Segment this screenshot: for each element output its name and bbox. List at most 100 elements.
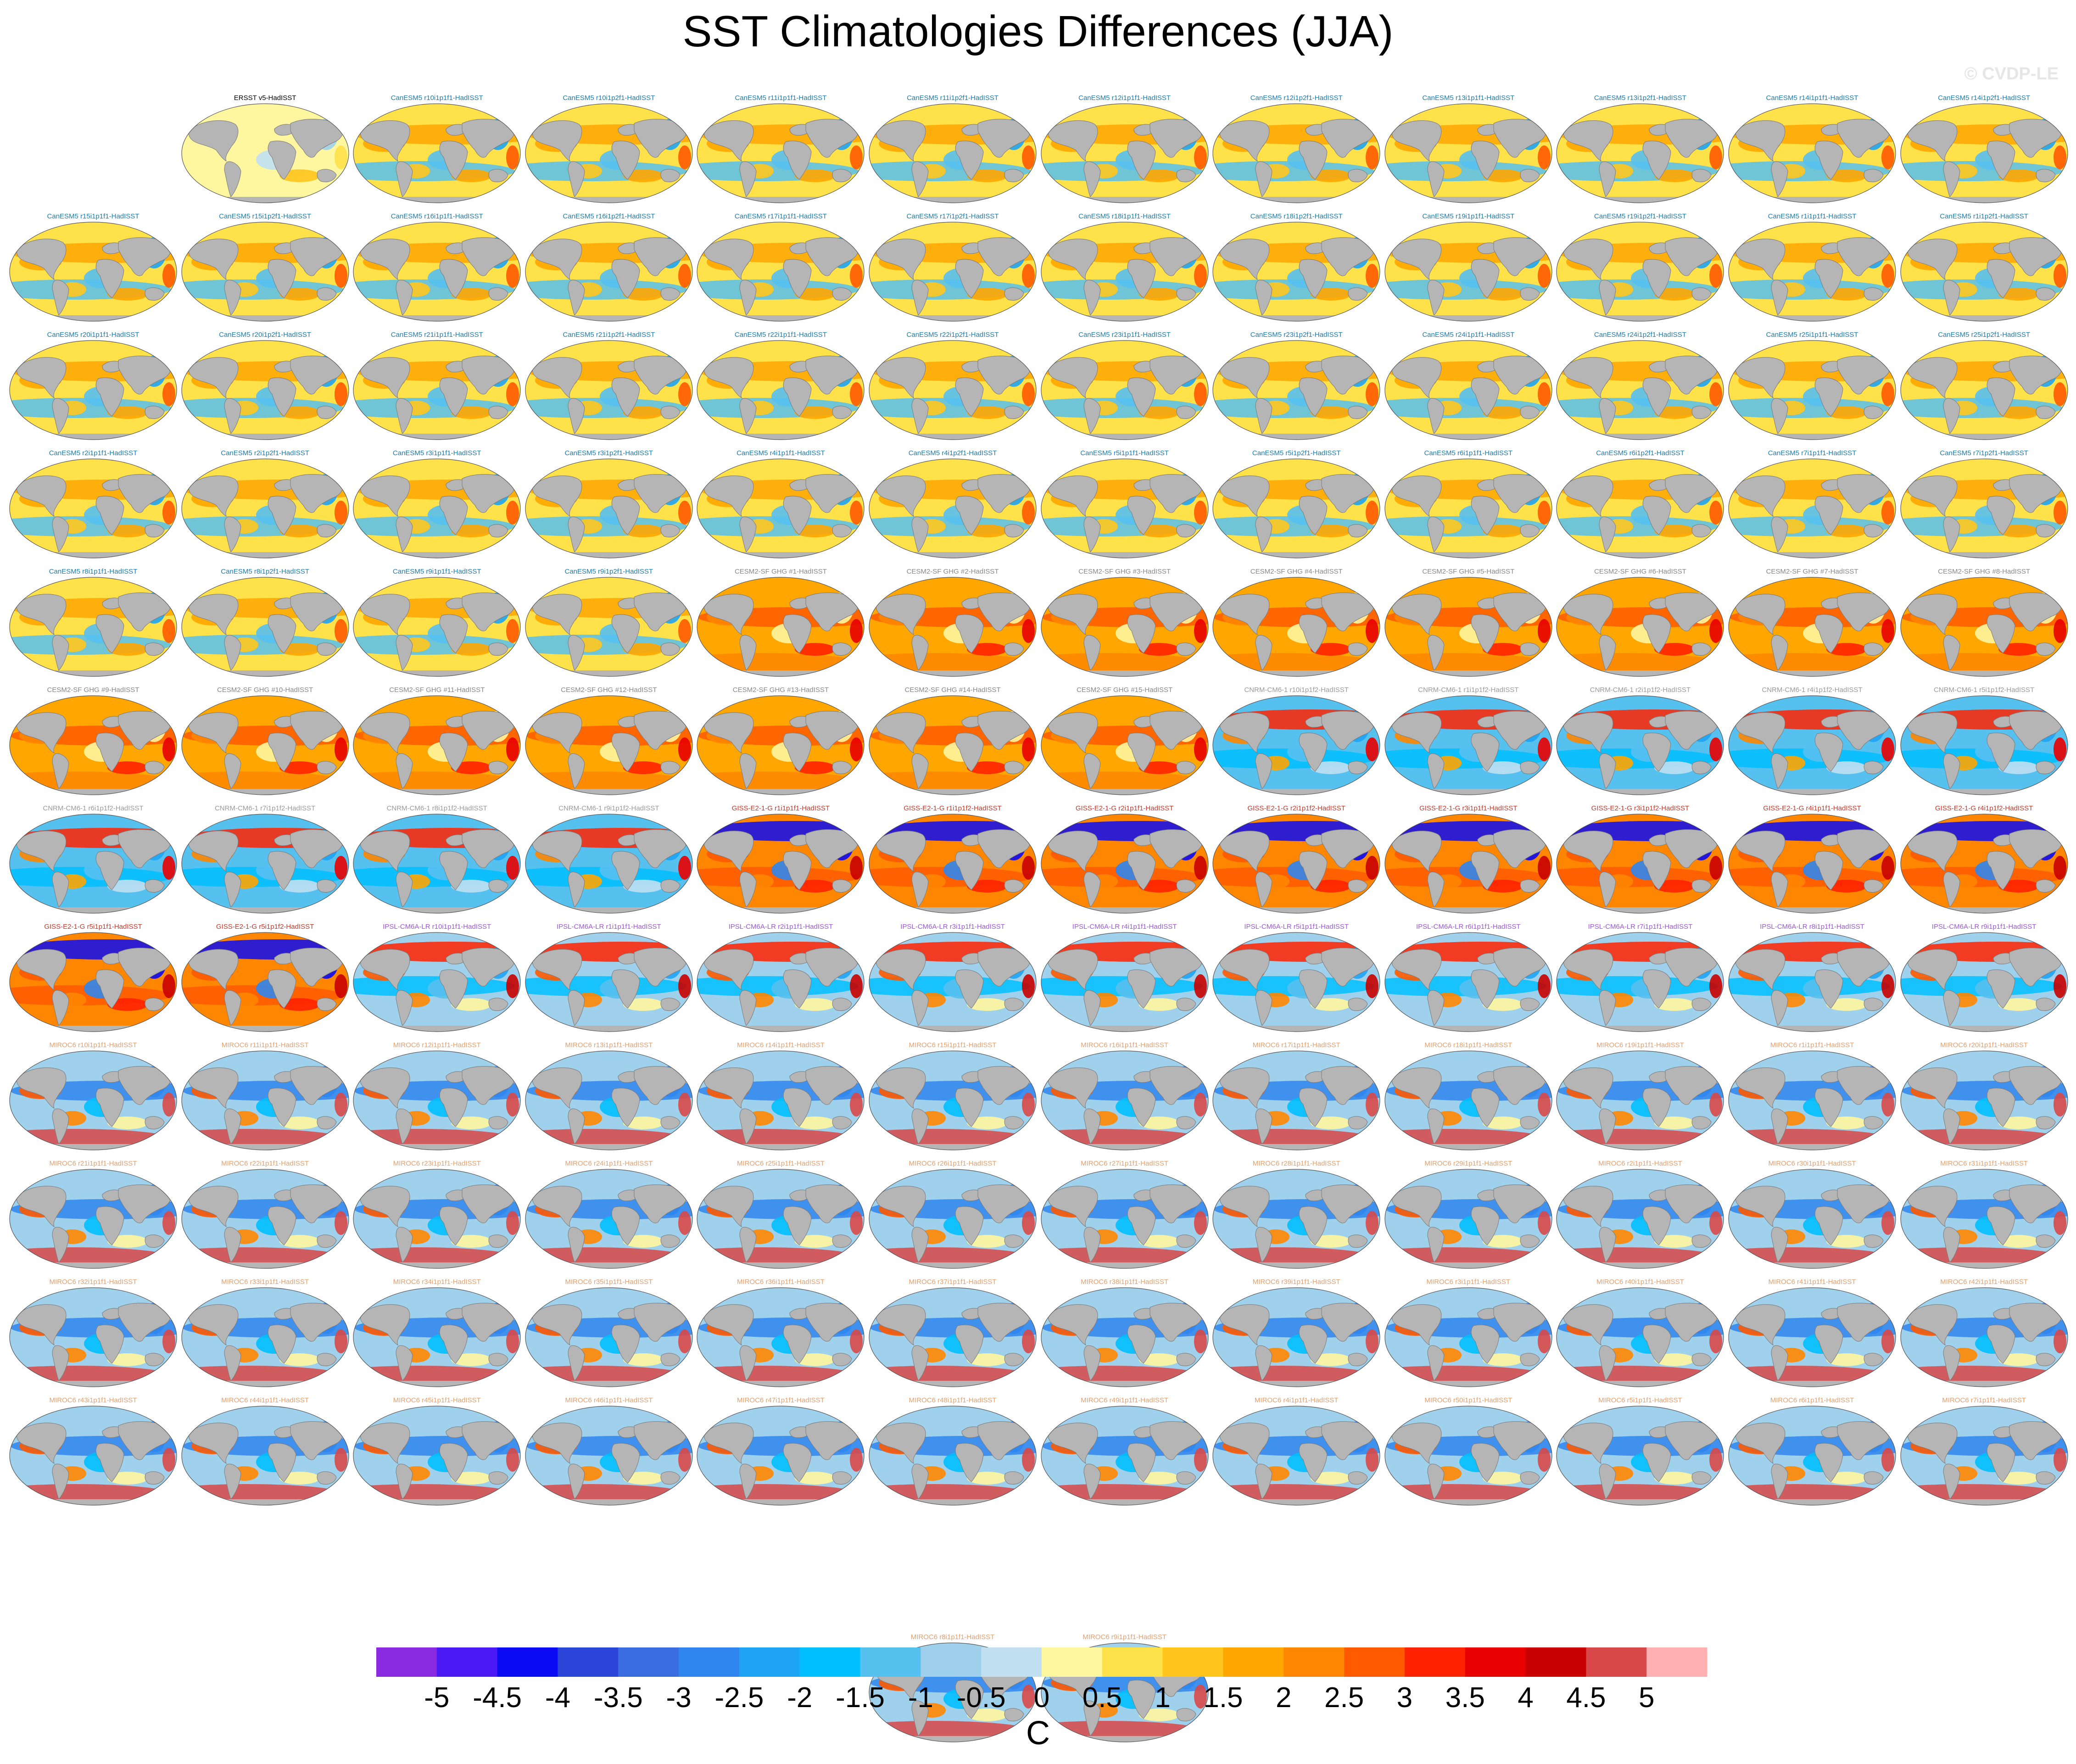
- map-panel-title: CNRM-CM6-1 r5i1p1f2-HadISST: [1933, 686, 2035, 694]
- map-panel: CNRM-CM6-1 r1i1p1f2-HadISST: [1384, 686, 1553, 797]
- map-panel-title: CanESM5 r15i1p2f1-HadISST: [219, 212, 312, 220]
- map-panel-title: MIROC6 r17i1p1f1-HadISST: [1252, 1041, 1340, 1049]
- map-panel-title: MIROC6 r47i1p1f1-HadISST: [737, 1396, 825, 1404]
- map-panel-title: IPSL-CM6A-LR r7i1p1f1-HadISST: [1588, 923, 1693, 931]
- map-panel-title: CESM2-SF GHG #6-HadISST: [1594, 568, 1686, 575]
- map-panel-plot: [1212, 1050, 1380, 1150]
- colorbar-tick-label: -4.5: [473, 1682, 522, 1714]
- map-panel-title: CanESM5 r9i1p1f1-HadISST: [392, 568, 481, 575]
- map-panel-title: MIROC6 r32i1p1f1-HadISST: [49, 1278, 137, 1286]
- colorbar-swatch: [1102, 1647, 1163, 1677]
- map-panel-plot: [1384, 932, 1552, 1032]
- map-panel-plot: [1728, 932, 1896, 1032]
- map-panel-plot: [1728, 222, 1896, 322]
- map-panel-plot: [1728, 1406, 1896, 1506]
- map-panel-title: IPSL-CM6A-LR r2i1p1f1-HadISST: [728, 923, 833, 931]
- map-panel: CanESM5 r17i1p1f1-HadISST: [696, 212, 865, 324]
- map-panel: MIROC6 r44i1p1f1-HadISST: [180, 1396, 350, 1507]
- colorbar-tick-label: -5: [424, 1682, 449, 1714]
- map-panel: CanESM5 r22i1p1f1-HadISST: [696, 331, 865, 442]
- map-panel-plot: [1212, 695, 1380, 795]
- map-panel-title: CanESM5 r18i1p2f1-HadISST: [1250, 212, 1343, 220]
- map-panel-title: GISS-E2-1-G r1i1p1f1-HadISST: [731, 804, 830, 812]
- map-panel: CanESM5 r3i1p1f1-HadISST: [352, 449, 522, 560]
- map-panel: ERSST v5-HadISST: [180, 94, 350, 205]
- map-panel-title: CanESM5 r17i1p1f1-HadISST: [734, 212, 827, 220]
- map-panel: CanESM5 r5i1p2f1-HadISST: [1211, 449, 1381, 560]
- map-panel-title: MIROC6 r30i1p1f1-HadISST: [1768, 1160, 1856, 1167]
- map-panel-plot: [697, 577, 865, 677]
- map-panel-plot: [9, 340, 177, 440]
- panel-grid: ERSST v5-HadISST CanESM5 r10i1p1f1-HadISS…: [8, 94, 2069, 1742]
- map-panel-title: CESM2-SF GHG #10-HadISST: [217, 686, 313, 694]
- map-panel-title: MIROC6 r38i1p1f1-HadISST: [1081, 1278, 1169, 1286]
- map-panel: GISS-E2-1-G r5i1p1f1-HadISST: [8, 923, 178, 1034]
- map-panel-plot: [1384, 1287, 1552, 1387]
- map-panel-title: GISS-E2-1-G r4i1p1f1-HadISST: [1763, 804, 1861, 812]
- map-panel-title: CanESM5 r10i1p1f1-HadISST: [391, 94, 483, 102]
- map-panel-plot: [1556, 1050, 1724, 1150]
- map-panel-title: MIROC6 r15i1p1f1-HadISST: [909, 1041, 997, 1049]
- map-panel: MIROC6 r39i1p1f1-HadISST: [1211, 1278, 1381, 1389]
- map-panel: MIROC6 r42i1p1f1-HadISST: [1899, 1278, 2069, 1389]
- map-panel-title: CanESM5 r23i1p2f1-HadISST: [1250, 331, 1343, 339]
- map-panel-plot: [1728, 577, 1896, 677]
- map-panel: MIROC6 r2i1p1f1-HadISST: [1555, 1160, 1725, 1271]
- map-panel: MIROC6 r45i1p1f1-HadISST: [352, 1396, 522, 1507]
- map-panel-plot: [1556, 577, 1724, 677]
- colorbar-tick-label: -4: [545, 1682, 570, 1714]
- map-panel-plot: [1040, 222, 1209, 322]
- map-panel-title: CanESM5 r14i1p2f1-HadISST: [1938, 94, 2031, 102]
- colorbar-tick-label: 1.5: [1203, 1682, 1243, 1714]
- map-panel-title: MIROC6 r24i1p1f1-HadISST: [565, 1160, 653, 1167]
- map-panel-title: MIROC6 r2i1p1f1-HadISST: [1598, 1160, 1682, 1167]
- map-panel-title: ERSST v5-HadISST: [234, 94, 296, 102]
- colorbar-tick-label: -2: [787, 1682, 812, 1714]
- map-panel-plot: [9, 1050, 177, 1150]
- colorbar-swatch: [1162, 1647, 1223, 1677]
- map-panel-title: CanESM5 r4i1p2f1-HadISST: [908, 449, 997, 457]
- map-panel-plot: [1040, 103, 1209, 203]
- map-panel: CESM2-SF GHG #1-HadISST: [696, 568, 865, 679]
- map-panel: CanESM5 r15i1p2f1-HadISST: [180, 212, 350, 324]
- map-panel-plot: [1728, 103, 1896, 203]
- map-panel: CanESM5 r1i1p1f1-HadISST: [1727, 212, 1897, 324]
- map-panel: MIROC6 r28i1p1f1-HadISST: [1211, 1160, 1381, 1271]
- map-panel: GISS-E2-1-G r4i1p1f2-HadISST: [1899, 804, 2069, 915]
- map-panel-title: CanESM5 r24i1p2f1-HadISST: [1594, 331, 1686, 339]
- map-panel: MIROC6 r30i1p1f1-HadISST: [1727, 1160, 1897, 1271]
- map-panel-title: MIROC6 r45i1p1f1-HadISST: [393, 1396, 481, 1404]
- map-panel-title: CanESM5 r3i1p1f1-HadISST: [392, 449, 481, 457]
- colorbar-swatch: [1525, 1647, 1586, 1677]
- map-panel: CNRM-CM6-1 r5i1p1f2-HadISST: [1899, 686, 2069, 797]
- colorbar-swatch: [1465, 1647, 1526, 1677]
- map-panel-plot: [697, 695, 865, 795]
- map-panel-title: CanESM5 r4i1p1f1-HadISST: [737, 449, 825, 457]
- map-panel: MIROC6 r36i1p1f1-HadISST: [696, 1278, 865, 1389]
- map-panel: CESM2-SF GHG #4-HadISST: [1211, 568, 1381, 679]
- map-panel-plot: [1900, 222, 2068, 322]
- map-panel-title: CESM2-SF GHG #14-HadISST: [904, 686, 1001, 694]
- colorbar-tick-label: -3.5: [594, 1682, 643, 1714]
- map-panel-title: CESM2-SF GHG #12-HadISST: [561, 686, 657, 694]
- colorbar-tick-label: 2.5: [1324, 1682, 1364, 1714]
- map-panel: CanESM5 r25i1p2f1-HadISST: [1899, 331, 2069, 442]
- map-panel: CanESM5 r21i1p1f1-HadISST: [352, 331, 522, 442]
- map-panel-plot: [181, 932, 349, 1032]
- map-panel: IPSL-CM6A-LR r6i1p1f1-HadISST: [1384, 923, 1553, 1034]
- map-panel-plot: [353, 1050, 521, 1150]
- map-panel-plot: [697, 1406, 865, 1506]
- map-panel: CESM2-SF GHG #9-HadISST: [8, 686, 178, 797]
- map-panel-title: MIROC6 r27i1p1f1-HadISST: [1081, 1160, 1169, 1167]
- map-panel: CanESM5 r11i1p2f1-HadISST: [868, 94, 1038, 205]
- map-panel-plot: [1212, 340, 1380, 440]
- map-panel-title: MIROC6 r41i1p1f1-HadISST: [1768, 1278, 1856, 1286]
- map-panel-title: IPSL-CM6A-LR r3i1p1f1-HadISST: [900, 923, 1005, 931]
- colorbar-unit-label: C: [1026, 1715, 1050, 1752]
- map-panel-plot: [1212, 103, 1380, 203]
- map-panel: MIROC6 r26i1p1f1-HadISST: [868, 1160, 1038, 1271]
- map-panel-title: CanESM5 r3i1p2f1-HadISST: [564, 449, 653, 457]
- map-panel-plot: [1212, 1287, 1380, 1387]
- colorbar-swatch: [679, 1647, 740, 1677]
- map-panel: CanESM5 r2i1p2f1-HadISST: [180, 449, 350, 560]
